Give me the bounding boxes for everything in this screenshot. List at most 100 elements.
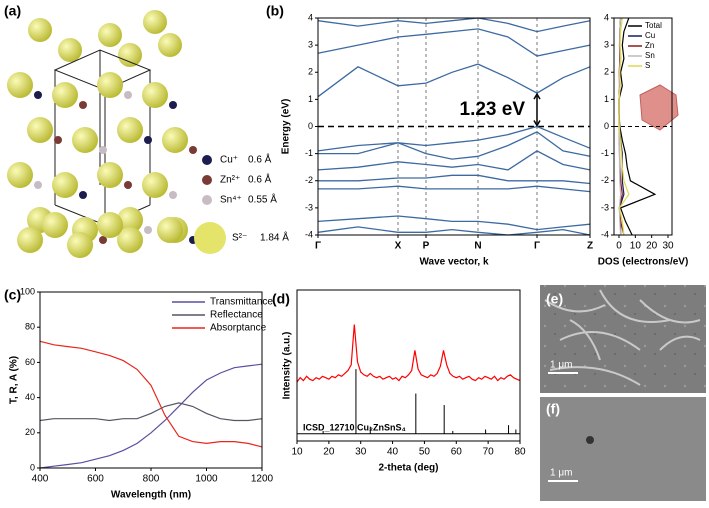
metal-atom [169,191,177,199]
legend-label: Total [645,21,662,30]
s-atom [98,23,122,47]
s-atom [7,72,33,98]
metal-atom [99,236,107,244]
x-tick-label: 20 [323,447,335,458]
legend-marker [194,222,226,254]
x-tick-label: 400 [32,474,49,485]
legend-label: Sn [645,51,655,60]
panel-label: (d) [272,291,290,307]
y-tick-label: -2 [601,175,609,185]
metal-atom [124,181,132,189]
band [317,28,591,57]
y-tick-label: -3 [305,202,313,212]
legend-marker [202,195,212,205]
s-atom [97,72,123,98]
y-tick-label: 100 [20,286,35,296]
panel-label: (b) [266,3,284,19]
x-tick-label: 70 [483,447,495,458]
x-tick-label: 40 [387,447,399,458]
band [317,215,591,231]
x-tick-label: 600 [87,474,104,485]
s-atom [67,232,93,258]
s-atom [52,82,78,108]
s-atom [117,227,143,253]
s-atom [17,227,43,253]
legend-label: Cu [645,31,655,40]
y-tick-label: 2 [604,67,609,77]
legend-label: S [645,61,650,70]
s-atom [7,162,33,188]
scale-label: 1 μm [550,468,572,479]
data-line [39,363,263,469]
x-tick-label: 20 [646,241,658,252]
s-atom [97,212,123,238]
legend-radius: 0.6 Å [248,153,272,166]
x-tick-label: 800 [143,474,160,485]
metal-atom [79,101,87,109]
sem-texture [544,289,701,386]
y-tick-label: -2 [305,175,313,185]
x-axis-label: DOS (electrons/eV) [598,257,689,268]
legend-ion: Zn²⁺ [220,175,240,186]
x-tick-label: X [395,241,402,252]
legend-label: Absorptance [210,323,267,334]
x-tick-label: 80 [514,447,526,458]
legend-radius: 0.55 Å [248,193,277,206]
s-atom [117,117,143,143]
scale-label: 1 μm [550,360,572,371]
y-tick-label: 40 [25,392,35,402]
y-axis-label: Energy (eV) [281,99,292,155]
x-axis-label: Wavelength (nm) [111,490,191,501]
y-tick-label: 0 [308,121,313,131]
y-tick-label: 3 [604,40,609,50]
y-tick-label: -3 [601,202,609,212]
s-atom [27,117,53,143]
legend-ion: Cu⁺ [220,155,238,166]
x-tick-label: P [423,241,430,252]
s-atom [118,43,142,67]
y-tick-label: -4 [305,229,313,239]
metal-atom [169,101,177,109]
dos-line [618,17,630,236]
x-tick-label: 30 [662,241,674,252]
legend-label: Transmittance [210,297,273,308]
x-axis-label: 2-theta (deg) [379,463,439,474]
x-tick-label: 10 [630,241,642,252]
metal-atom [54,136,62,144]
legend-ion: Sn⁴⁺ [220,195,242,206]
x-tick-label: Γ [534,241,540,252]
panel-label: (e) [546,291,563,307]
metal-atom [79,191,87,199]
s-atom [142,82,168,108]
metal-atom [189,146,197,154]
metal-atom [34,91,42,99]
panel-label: (c) [4,287,21,303]
s-atom [97,162,123,188]
s-atom [52,172,78,198]
x-tick-label: 1200 [251,474,274,485]
band [317,17,591,33]
y-tick-label: 3 [308,40,313,50]
y-tick-label: 80 [25,322,35,332]
s-atom [28,18,52,42]
panel-label: (f) [546,401,560,417]
data-line [39,402,263,422]
s-atom [142,172,168,198]
data-line [296,324,521,383]
y-axis-label: Intensity (a.u.) [282,332,293,400]
y-tick-label: -1 [601,148,609,158]
x-tick-label: Z [587,241,593,252]
legend-label: Zn [645,41,654,50]
x-tick-label: N [474,241,481,252]
y-tick-label: 20 [25,427,35,437]
legend-label: Reflectance [210,310,263,321]
s-atom [143,10,167,34]
metal-atom [124,91,132,99]
s-atom [157,217,183,243]
x-tick-label: 60 [451,447,463,458]
s-atom [162,127,188,153]
x-tick-label: 30 [355,447,367,458]
metal-atom [99,146,107,154]
y-tick-label: 1 [308,94,313,104]
